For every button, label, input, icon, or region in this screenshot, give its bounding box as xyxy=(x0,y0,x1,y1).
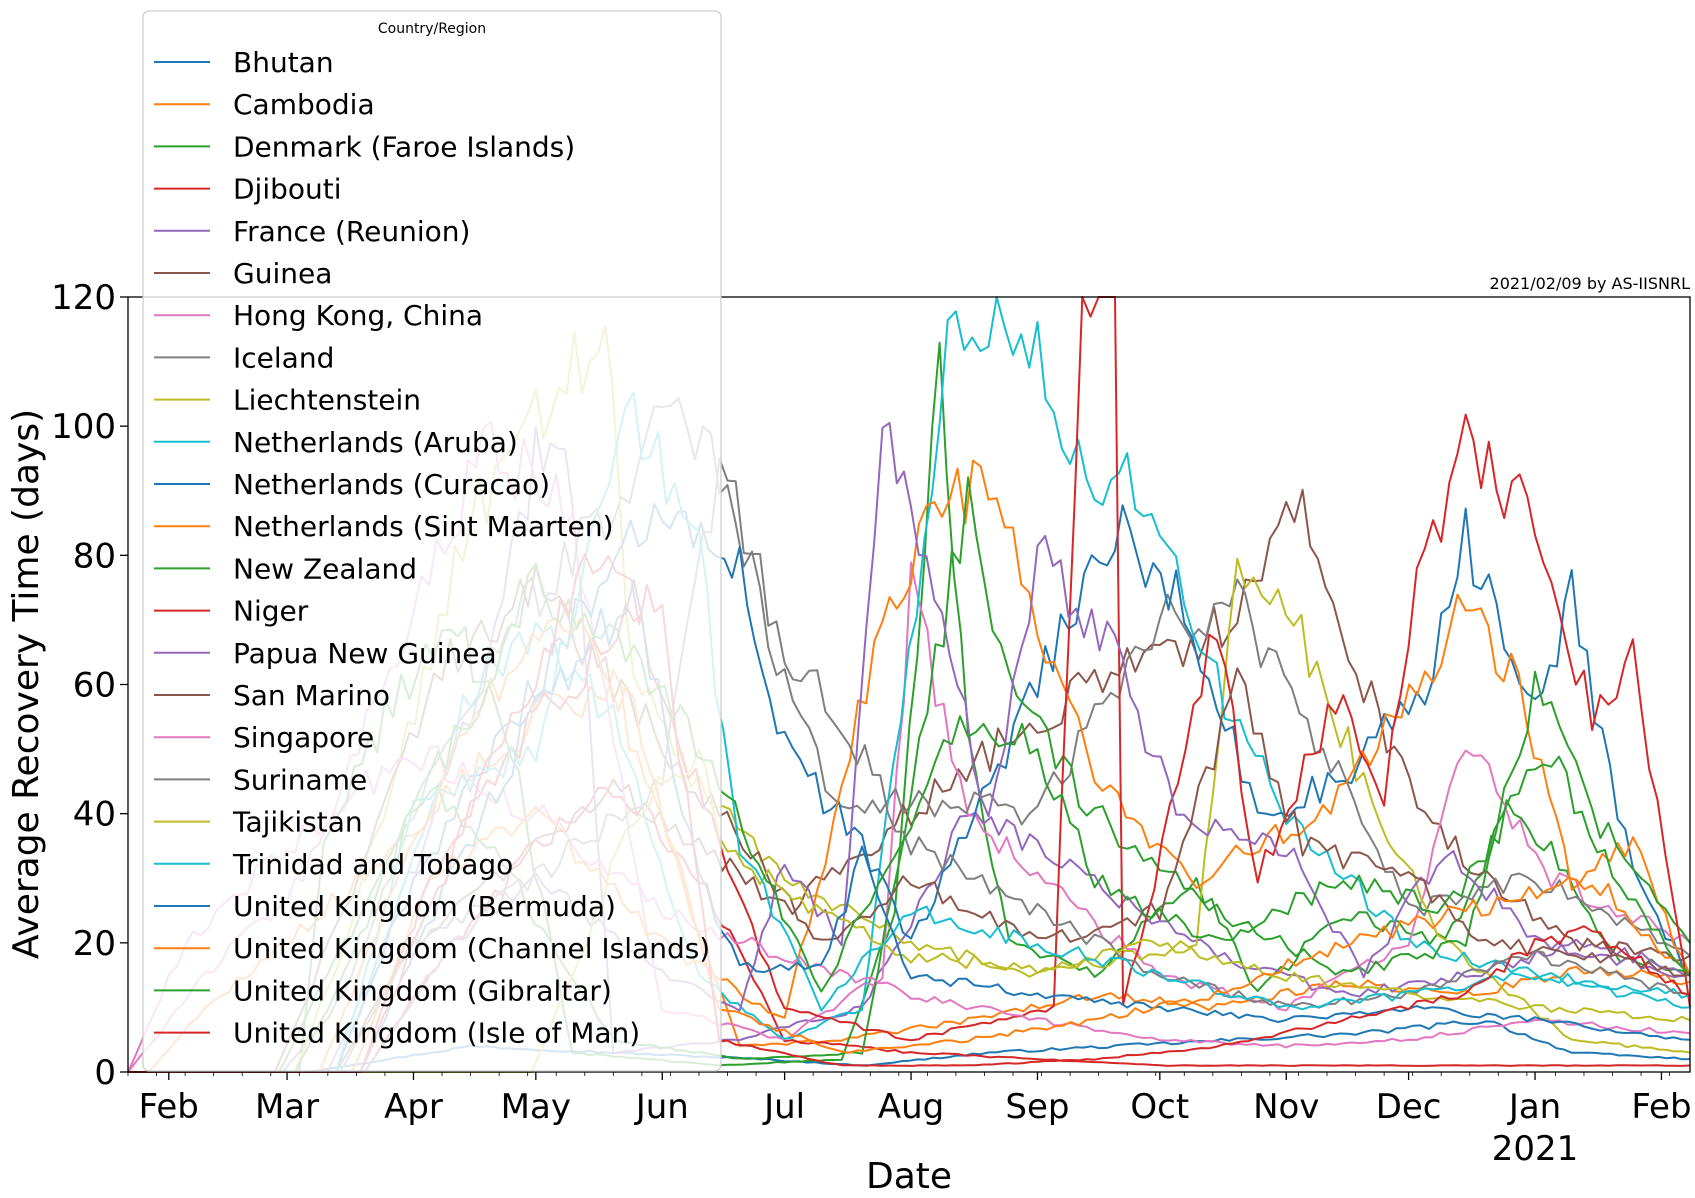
y-tick-label: 120 xyxy=(51,278,116,318)
legend-entries: Bhutan Cambodia Denmark (Faroe Islands) Dji… xyxy=(154,46,710,1050)
legend-label: Niger xyxy=(233,595,309,628)
legend-label: Netherlands (Sint Maarten) xyxy=(233,510,614,543)
legend-label: Netherlands (Curacao) xyxy=(233,468,550,501)
y-tick-label: 0 xyxy=(94,1053,116,1093)
x-tick-label: Dec xyxy=(1376,1087,1442,1127)
legend-label: Hong Kong, China xyxy=(233,299,483,332)
legend-label: Trinidad and Tobago xyxy=(232,848,513,881)
legend-label: Denmark (Faroe Islands) xyxy=(233,130,575,163)
legend: Country/Region Bhutan Cambodia Denmark (Fa… xyxy=(142,10,722,1072)
x-tick-label: Jun xyxy=(634,1087,689,1127)
legend-label: Cambodia xyxy=(233,88,375,121)
x-tick-label: Aug xyxy=(878,1087,944,1127)
legend-label: Papua New Guinea xyxy=(233,637,497,670)
x-tick-label: Nov xyxy=(1253,1087,1319,1127)
y-tick-label: 20 xyxy=(73,924,116,964)
x-axis-label: Date xyxy=(866,1156,952,1197)
y-tick-label: 100 xyxy=(51,407,116,447)
legend-box xyxy=(142,10,722,1072)
legend-label: Bhutan xyxy=(233,46,334,79)
x-tick-label: Jul xyxy=(762,1087,805,1127)
legend-label: Iceland xyxy=(233,341,334,374)
y-tick-label: 60 xyxy=(73,666,116,706)
legend-label: France (Reunion) xyxy=(233,215,470,248)
legend-label: Singapore xyxy=(233,721,374,754)
legend-label: United Kingdom (Isle of Man) xyxy=(233,1017,640,1050)
legend-label: Netherlands (Aruba) xyxy=(233,426,518,459)
x-year-label: 2021 xyxy=(1492,1129,1579,1169)
legend-label: United Kingdom (Gibraltar) xyxy=(233,974,612,1007)
credit-text: 2021/02/09 by AS-IISNRL xyxy=(1490,274,1691,293)
legend-title: Country/Region xyxy=(378,21,486,37)
x-tick-label: May xyxy=(501,1087,571,1127)
x-tick-label: Feb xyxy=(139,1087,199,1127)
x-axis: Feb Mar Apr May Jun Jul Aug Sep Oct Nov Dec Jan Feb 2… xyxy=(127,1072,1692,1169)
y-axis-label: Average Recovery Time (days) xyxy=(6,409,47,959)
legend-label: Tajikistan xyxy=(232,806,363,839)
x-tick-label: Feb xyxy=(1631,1087,1691,1127)
x-tick-label: Jan xyxy=(1507,1087,1561,1127)
x-tick-label: Mar xyxy=(255,1087,319,1127)
legend-label: Liechtenstein xyxy=(233,384,421,417)
legend-label: New Zealand xyxy=(233,552,417,585)
legend-label: Djibouti xyxy=(233,173,342,206)
legend-label: United Kingdom (Channel Islands) xyxy=(233,932,710,965)
legend-label: Guinea xyxy=(233,257,332,290)
y-axis: 0 20 40 60 80 100 120 xyxy=(51,278,128,1093)
x-tick-label: Oct xyxy=(1130,1087,1189,1127)
legend-label: San Marino xyxy=(233,679,390,712)
y-tick-label: 80 xyxy=(73,536,116,576)
y-tick-label: 40 xyxy=(73,795,116,835)
legend-label: United Kingdom (Bermuda) xyxy=(233,890,616,923)
x-tick-label: Sep xyxy=(1005,1087,1069,1127)
legend-label: Suriname xyxy=(233,763,367,796)
x-tick-label: Apr xyxy=(384,1087,443,1127)
